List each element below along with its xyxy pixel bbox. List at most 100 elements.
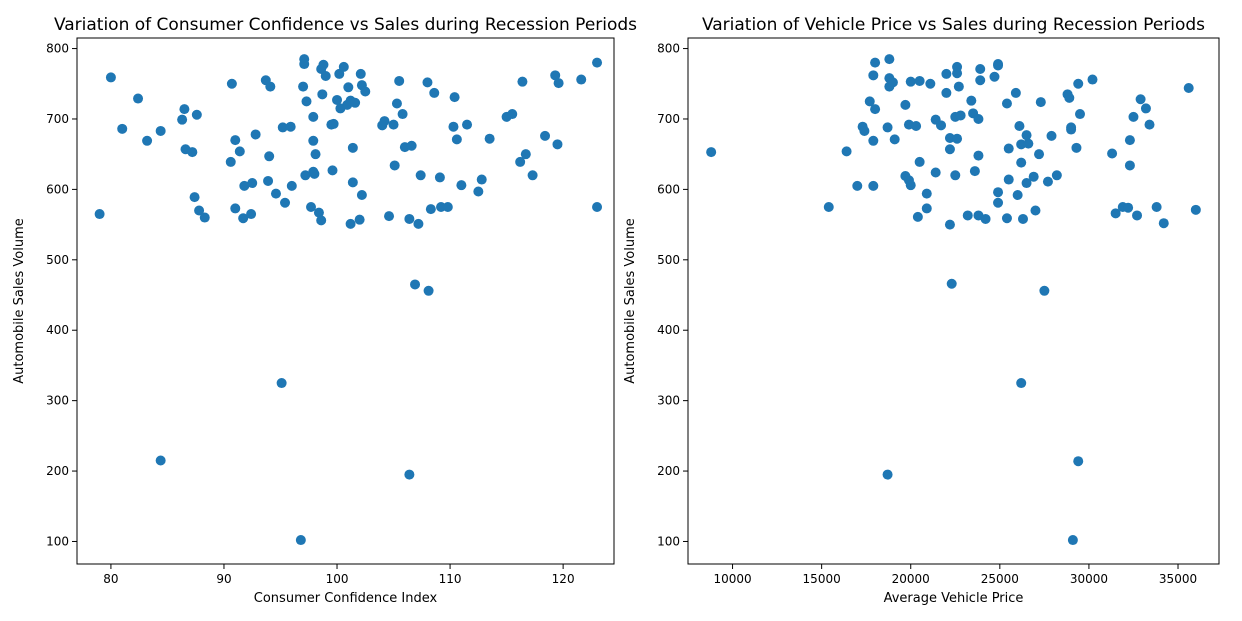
- scatter-point: [317, 89, 328, 100]
- scatter-point: [884, 54, 895, 65]
- scatter-point: [246, 209, 257, 220]
- scatter-point: [1051, 170, 1062, 181]
- scatter-point: [1158, 218, 1169, 229]
- scatter-point: [1035, 97, 1046, 108]
- scatter-point: [1110, 208, 1121, 219]
- scatter-point: [553, 78, 564, 89]
- y-tick-label: 200: [46, 464, 69, 478]
- scatter-point: [1021, 178, 1032, 189]
- scatter-point: [953, 81, 964, 92]
- y-tick-label: 600: [657, 182, 680, 196]
- scatter-point: [345, 218, 356, 229]
- scatter-point: [397, 109, 408, 120]
- scatter-point: [952, 68, 963, 79]
- y-tick-label: 600: [46, 182, 69, 196]
- scatter-point: [1064, 92, 1075, 103]
- scatter-point: [328, 118, 339, 129]
- scatter-point: [887, 77, 898, 88]
- scatter-point: [264, 151, 275, 162]
- scatter-point: [921, 188, 932, 199]
- scatter-point: [868, 135, 879, 146]
- scatter-point: [226, 78, 237, 89]
- scatter-point: [975, 63, 986, 74]
- scatter-point: [117, 123, 128, 134]
- scatter-point: [905, 76, 916, 87]
- scatter-point: [592, 57, 603, 68]
- scatter-point: [306, 201, 317, 212]
- scatter-point: [859, 125, 870, 136]
- scatter-point: [868, 180, 879, 191]
- scatter-point: [338, 61, 349, 72]
- scatter-point: [285, 121, 296, 132]
- scatter-point: [1003, 174, 1014, 185]
- scatter-point: [936, 120, 947, 131]
- scatter-point: [308, 111, 319, 122]
- scatter-point: [456, 180, 467, 191]
- scatter-point: [343, 82, 354, 93]
- scatter-point: [379, 116, 390, 127]
- scatter-point: [1003, 143, 1014, 154]
- scatter-point: [404, 469, 415, 480]
- scatter-point: [313, 207, 324, 218]
- scatter-point: [914, 156, 925, 167]
- scatter-point: [955, 110, 966, 121]
- scatter-point: [308, 135, 319, 146]
- y-tick-label: 400: [46, 323, 69, 337]
- scatter-point: [911, 121, 922, 132]
- scatter-point: [406, 140, 417, 151]
- scatter-point: [250, 129, 261, 140]
- y-tick-label: 400: [657, 323, 680, 337]
- x-axis-label: Average Vehicle Price: [884, 591, 1024, 606]
- y-tick-label: 700: [657, 112, 680, 126]
- scatter-point: [1001, 98, 1012, 109]
- scatter-point: [94, 209, 105, 220]
- scatter-point: [882, 469, 893, 480]
- scatter-point: [1075, 109, 1086, 120]
- scatter-point: [1124, 160, 1135, 171]
- scatter-point: [941, 68, 952, 79]
- x-tick-label: 25000: [981, 572, 1019, 586]
- scatter-point: [1034, 149, 1045, 160]
- scatter-point: [350, 97, 361, 108]
- scatter-point: [434, 172, 445, 183]
- scatter-point: [265, 81, 276, 92]
- scatter-point: [320, 71, 331, 82]
- scatter-point: [1014, 121, 1025, 132]
- y-tick-label: 100: [657, 534, 680, 548]
- scatter-point: [448, 121, 459, 132]
- scatter-point: [301, 96, 312, 107]
- scatter-point: [515, 156, 526, 167]
- scatter-point: [870, 104, 881, 115]
- scatter-point: [552, 139, 563, 150]
- chart-title: Variation of Vehicle Price vs Sales duri…: [702, 15, 1205, 35]
- scatter-point: [925, 78, 936, 89]
- scatter-point: [944, 144, 955, 155]
- x-tick-label: 10000: [713, 572, 751, 586]
- scatter-point: [484, 133, 495, 144]
- scatter-point: [270, 188, 281, 199]
- scatter-point: [309, 168, 320, 179]
- scatter-point: [1124, 135, 1135, 146]
- scatter-point: [199, 212, 210, 223]
- scatter-point: [993, 187, 1004, 198]
- y-tick-label: 800: [46, 42, 69, 56]
- x-tick-label: 110: [439, 572, 462, 586]
- scatter-point: [864, 96, 875, 107]
- scatter-point: [187, 147, 198, 158]
- scatter-point: [1010, 87, 1021, 98]
- scatter-point: [540, 130, 551, 141]
- chart-consumer-confidence: Variation of Consumer Confidence vs Sale…: [12, 15, 637, 606]
- scatter-point: [1066, 124, 1077, 135]
- y-tick-label: 500: [657, 253, 680, 267]
- chart-title: Variation of Consumer Confidence vs Sale…: [54, 15, 637, 35]
- scatter-point: [280, 197, 291, 208]
- scatter-point: [969, 166, 980, 177]
- scatter-point: [473, 186, 484, 197]
- y-tick-label: 800: [657, 42, 680, 56]
- plot-frame: [687, 37, 1220, 565]
- scatter-point: [1039, 285, 1050, 296]
- scatter-point: [142, 135, 153, 146]
- scatter-point: [1123, 202, 1134, 213]
- scatter-point: [1135, 94, 1146, 105]
- scatter-point: [1012, 190, 1023, 201]
